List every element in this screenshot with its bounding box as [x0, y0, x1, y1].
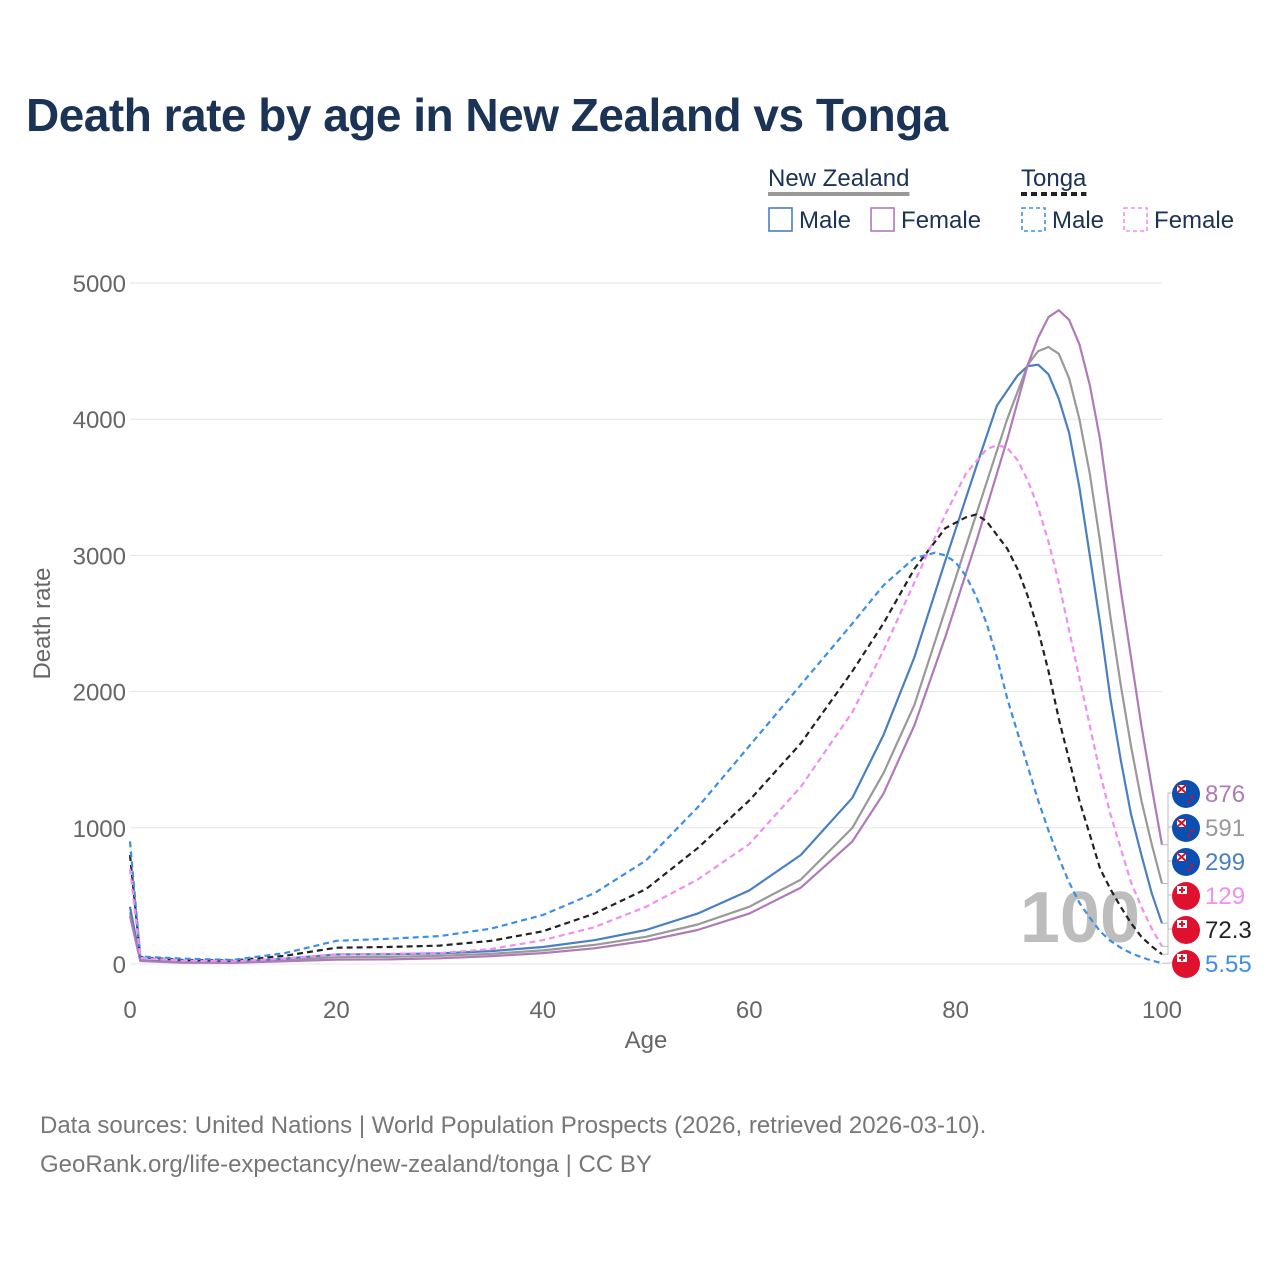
new-zealand-flag-icon	[1172, 780, 1200, 808]
end-value-label: 591	[1205, 815, 1245, 842]
tonga-flag-icon	[1172, 916, 1200, 944]
legend-item-tonga-male[interactable]: Male	[1021, 207, 1104, 234]
legend-item-tonga-female[interactable]: Female	[1123, 207, 1234, 234]
legend-swatch	[870, 207, 895, 232]
y-tick-label: 3000	[73, 543, 126, 570]
y-tick-label: 4000	[73, 407, 126, 434]
end-value-label: 129	[1205, 883, 1245, 910]
attribution-link[interactable]: GeoRank.org/life-expectancy/new-zealand/…	[40, 1151, 652, 1178]
legend-item-new-zealand-male[interactable]: Male	[768, 207, 851, 234]
series-line-new-zealand-female[interactable]	[128, 309, 1164, 964]
end-label-tonga-total: 72.3	[1162, 916, 1252, 955]
chart-title: Death rate by age in New Zealand vs Tong…	[26, 89, 948, 141]
end-label-tonga-female: 129	[1162, 882, 1245, 947]
end-label-new-zealand-total: 591	[1162, 814, 1245, 884]
legend-group-new-zealand[interactable]: New Zealand Male Female	[768, 165, 981, 234]
x-tick-label: 80	[942, 997, 969, 1024]
end-label-connector	[1162, 928, 1172, 955]
x-tick-label: 100	[1142, 997, 1182, 1024]
legend-item-label: Female	[901, 207, 981, 234]
data-source-text: Data sources: United Nations | World Pop…	[40, 1112, 987, 1139]
series-line-new-zealand-total[interactable]	[128, 345, 1164, 964]
legend[interactable]: New Zealand Male Female Tonga Male Female	[768, 165, 1234, 234]
x-tick-label: 60	[736, 997, 763, 1024]
legend-group-tonga[interactable]: Tonga Male Female	[1021, 165, 1234, 234]
new-zealand-flag-icon	[1172, 814, 1200, 842]
end-value-label: 72.3	[1205, 917, 1252, 944]
legend-swatch	[1021, 207, 1046, 232]
end-value-label: 876	[1205, 781, 1245, 808]
end-value-label: 299	[1205, 849, 1245, 876]
footer: Data sources: United Nations | World Pop…	[40, 1106, 986, 1184]
end-label-connector	[1162, 860, 1172, 924]
legend-swatch	[768, 207, 793, 232]
y-tick-label: 2000	[73, 680, 126, 707]
series-layer	[128, 309, 1164, 965]
grid	[130, 282, 1162, 965]
legend-item-label: Male	[799, 207, 851, 234]
tonga-flag-icon	[1172, 950, 1200, 978]
y-axis-label: Death rate	[29, 567, 56, 679]
y-tick-label: 5000	[73, 271, 126, 298]
x-tick-label: 40	[529, 997, 556, 1024]
axes: 0 1000 2000 3000 4000 5000 0 20 40 60 80 100 Age Deat…	[29, 271, 1182, 1054]
end-label-tonga-male: 5.55	[1162, 950, 1252, 978]
legend-item-label: Male	[1052, 207, 1104, 234]
legend-group-label: New Zealand	[768, 165, 909, 192]
end-value-label: 5.55	[1205, 951, 1252, 978]
chart: New Zealand Male Female Tonga Male Female 0 10…	[29, 165, 1252, 1054]
x-tick-label: 20	[323, 997, 350, 1024]
legend-item-label: Female	[1154, 207, 1234, 234]
series-line-tonga-female[interactable]	[128, 444, 1163, 963]
legend-item-new-zealand-female[interactable]: Female	[870, 207, 981, 234]
y-tick-label: 0	[113, 952, 126, 979]
series-line-tonga-total[interactable]	[128, 513, 1163, 962]
tonga-flag-icon	[1172, 882, 1200, 910]
x-tick-label: 0	[123, 997, 136, 1024]
y-tick-label: 1000	[73, 816, 126, 843]
current-age-label: 100	[1020, 878, 1140, 958]
end-label-new-zealand-male: 299	[1162, 848, 1245, 924]
x-axis-label: Age	[625, 1027, 668, 1054]
end-label-new-zealand-female: 876	[1162, 780, 1245, 846]
new-zealand-flag-icon	[1172, 848, 1200, 876]
legend-swatch	[1123, 207, 1148, 232]
end-label-connector	[1162, 792, 1172, 846]
end-label-connector	[1162, 826, 1172, 884]
legend-group-label: Tonga	[1021, 165, 1087, 192]
series-line-tonga-male[interactable]	[128, 551, 1163, 965]
end-label-connector	[1162, 894, 1172, 947]
end-labels: 876 591 299 129 72.3 5.55	[1162, 780, 1252, 978]
series-line-new-zealand-male[interactable]	[128, 363, 1164, 964]
